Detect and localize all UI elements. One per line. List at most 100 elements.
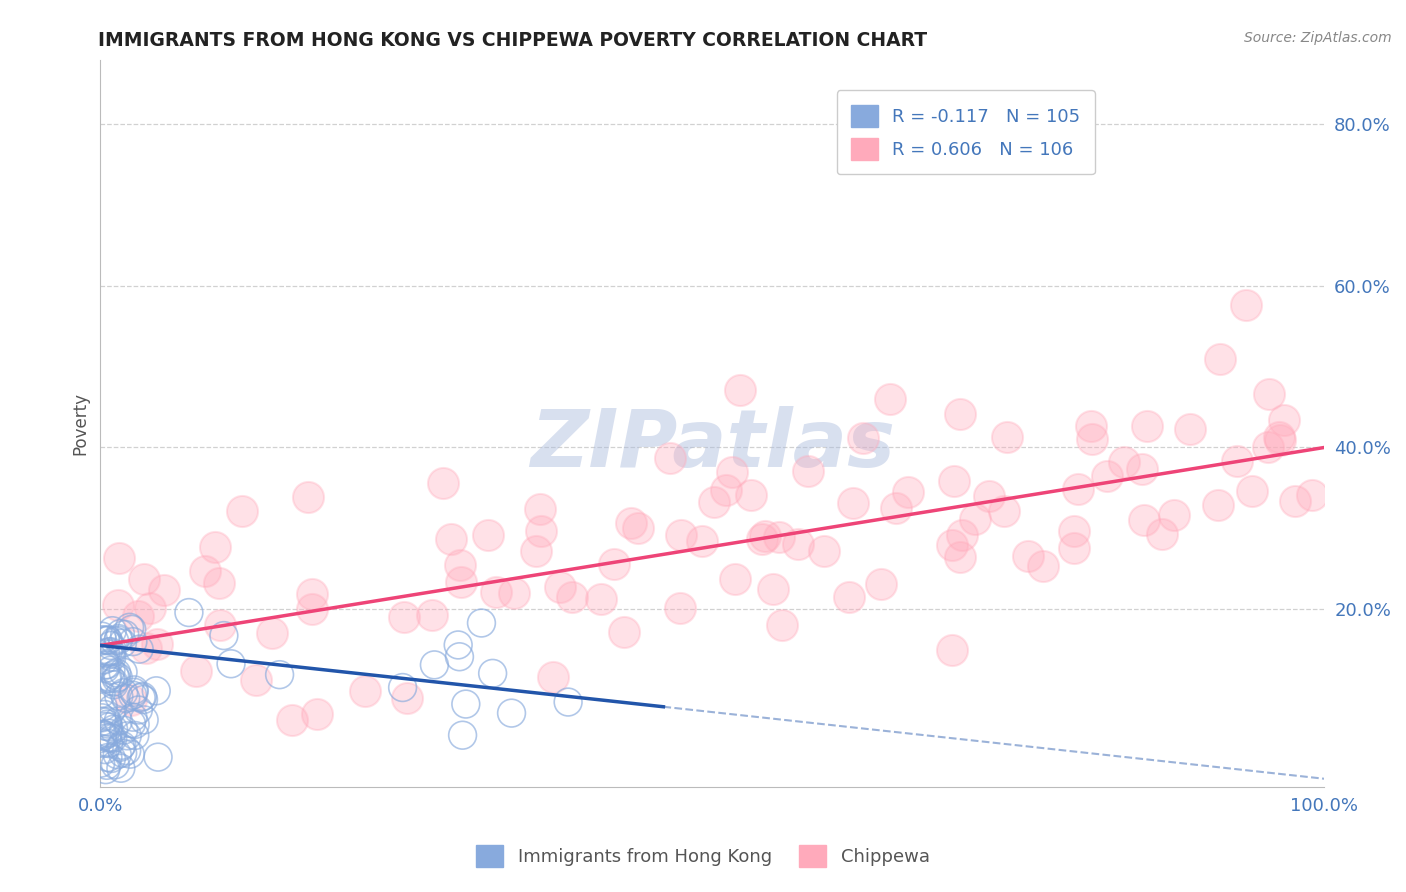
Point	[103, 678, 125, 692]
Point	[768, 530, 790, 544]
Point	[1133, 513, 1156, 527]
Point	[127, 608, 149, 623]
Point	[100, 672, 122, 686]
Point	[1081, 432, 1104, 446]
Point	[135, 640, 157, 655]
Point	[724, 572, 747, 586]
Point	[395, 691, 418, 706]
Point	[120, 747, 142, 761]
Point	[108, 689, 131, 703]
Point	[1240, 484, 1263, 499]
Point	[1032, 559, 1054, 574]
Point	[716, 483, 738, 497]
Point	[1209, 352, 1232, 367]
Point	[1130, 461, 1153, 475]
Point	[423, 657, 446, 672]
Point	[97, 632, 120, 647]
Point	[111, 636, 134, 650]
Point	[93, 707, 115, 722]
Point	[1097, 468, 1119, 483]
Point	[90, 711, 112, 725]
Point	[307, 707, 329, 722]
Point	[110, 626, 132, 640]
Point	[1178, 422, 1201, 436]
Point	[91, 729, 114, 743]
Point	[454, 697, 477, 711]
Point	[103, 723, 125, 737]
Point	[128, 642, 150, 657]
Point	[104, 757, 127, 772]
Point	[787, 536, 810, 550]
Point	[97, 720, 120, 734]
Point	[627, 521, 650, 535]
Point	[1017, 549, 1039, 563]
Point	[121, 716, 143, 731]
Point	[105, 665, 128, 680]
Point	[122, 682, 145, 697]
Point	[129, 690, 152, 705]
Point	[131, 690, 153, 704]
Point	[1301, 488, 1323, 502]
Point	[447, 638, 470, 652]
Legend: R = -0.117   N = 105, R = 0.606   N = 106: R = -0.117 N = 105, R = 0.606 N = 106	[837, 90, 1095, 174]
Point	[1063, 524, 1085, 538]
Point	[1272, 413, 1295, 427]
Point	[101, 701, 124, 715]
Point	[391, 681, 413, 695]
Point	[721, 465, 744, 479]
Point	[728, 383, 751, 397]
Point	[97, 633, 120, 648]
Point	[301, 587, 323, 601]
Point	[152, 582, 174, 597]
Point	[209, 618, 232, 632]
Point	[132, 692, 155, 706]
Point	[449, 558, 471, 572]
Point	[91, 714, 114, 729]
Point	[121, 623, 143, 637]
Point	[392, 610, 415, 624]
Point	[690, 534, 713, 549]
Point	[93, 729, 115, 743]
Point	[762, 582, 785, 596]
Point	[121, 688, 143, 702]
Point	[1226, 454, 1249, 468]
Point	[281, 713, 304, 727]
Point	[107, 670, 129, 684]
Point	[797, 464, 820, 478]
Point	[124, 717, 146, 731]
Point	[659, 451, 682, 466]
Point	[100, 650, 122, 665]
Point	[94, 646, 117, 660]
Point	[260, 625, 283, 640]
Point	[115, 744, 138, 758]
Point	[995, 430, 1018, 444]
Text: IMMIGRANTS FROM HONG KONG VS CHIPPEWA POVERTY CORRELATION CHART: IMMIGRANTS FROM HONG KONG VS CHIPPEWA PO…	[98, 31, 928, 50]
Point	[107, 633, 129, 648]
Point	[107, 598, 129, 612]
Point	[589, 591, 612, 606]
Point	[842, 496, 865, 510]
Point	[852, 431, 875, 445]
Point	[1112, 455, 1135, 469]
Point	[884, 501, 907, 516]
Point	[548, 580, 571, 594]
Point	[111, 739, 134, 753]
Point	[145, 637, 167, 651]
Point	[112, 665, 135, 680]
Point	[100, 645, 122, 659]
Point	[186, 664, 208, 678]
Point	[231, 504, 253, 518]
Point	[100, 647, 122, 661]
Point	[751, 533, 773, 547]
Point	[96, 758, 118, 772]
Point	[110, 740, 132, 755]
Point	[432, 475, 454, 490]
Point	[117, 729, 139, 743]
Point	[204, 540, 226, 554]
Point	[90, 756, 112, 771]
Point	[620, 516, 643, 531]
Point	[97, 670, 120, 684]
Point	[979, 489, 1001, 503]
Point	[1163, 508, 1185, 522]
Point	[603, 557, 626, 571]
